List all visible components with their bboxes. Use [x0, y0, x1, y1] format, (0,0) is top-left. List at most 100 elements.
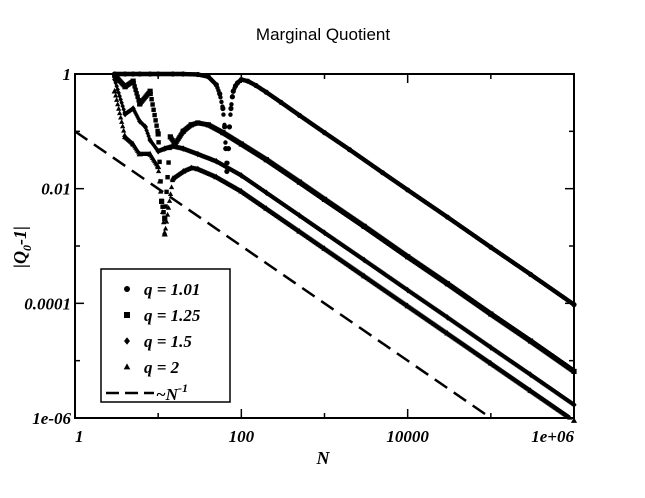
data-point	[570, 417, 578, 423]
legend-label: q = 1.5	[144, 332, 192, 351]
dense-point	[135, 94, 140, 99]
dense-point	[158, 199, 165, 204]
dense-point	[147, 136, 152, 142]
dense-point	[115, 86, 120, 93]
dense-point	[117, 110, 123, 116]
dense-point	[152, 112, 157, 118]
dense-point	[142, 123, 147, 129]
dense-point	[146, 133, 151, 139]
series-3	[112, 76, 577, 409]
legend-marker	[124, 286, 130, 292]
dense-point	[116, 90, 121, 96]
dense-point	[134, 112, 139, 119]
dense-point	[164, 189, 169, 195]
dense-point	[113, 92, 119, 98]
dense-point	[154, 123, 159, 128]
dense-point	[114, 83, 119, 89]
dense-point	[116, 105, 122, 111]
dense-point	[229, 102, 234, 107]
axis-ticks: 1 100 10000 1e+06 1e-06 0.0001 0.01 1	[24, 65, 575, 446]
dense-point	[133, 110, 138, 117]
dense-point	[160, 204, 165, 209]
dense-point	[119, 119, 125, 124]
legend-marker	[123, 363, 131, 370]
dense-point	[218, 95, 223, 100]
dense-point	[166, 198, 173, 203]
x-tick-label: 1e+06	[531, 427, 574, 446]
dense-point	[118, 96, 123, 103]
dense-point	[120, 123, 126, 129]
dense-point	[162, 215, 167, 220]
dense-point	[131, 80, 136, 86]
dense-point	[168, 184, 175, 190]
legend-marker	[124, 312, 130, 318]
dense-point	[132, 84, 137, 89]
x-tick-label: 1	[75, 427, 84, 446]
legend-label: ~N-1	[156, 381, 188, 404]
x-tick-label: 10000	[386, 427, 429, 446]
legend-label: q = 1.25	[144, 306, 201, 325]
dense-point	[131, 106, 136, 113]
dense-point	[134, 91, 139, 96]
legend: q = 1.01 q = 1.25 q = 1.5 q = 2 ~N-1	[100, 268, 231, 404]
dense-point	[114, 97, 120, 102]
dense-point	[135, 114, 140, 120]
dense-point	[223, 140, 228, 145]
dense-point	[145, 130, 150, 137]
dense-point	[159, 209, 166, 215]
dense-point	[153, 118, 158, 123]
dense-point	[165, 205, 172, 210]
dense-point	[164, 211, 171, 217]
dense-point	[163, 218, 170, 224]
dense-point	[155, 168, 162, 174]
dense-point	[162, 225, 169, 231]
dense-point	[222, 122, 227, 128]
series-5	[74, 130, 492, 420]
series-2	[112, 72, 577, 374]
dense-point	[221, 112, 226, 117]
dense-point	[163, 204, 168, 209]
dense-point	[150, 102, 155, 107]
dense-point	[227, 124, 232, 130]
y-tick-label: 1e-06	[32, 409, 71, 428]
dense-point	[220, 104, 225, 109]
y-tick-label: 0.01	[41, 180, 71, 199]
dense-point	[167, 191, 174, 196]
dense-point	[161, 229, 168, 235]
legend-marker	[124, 337, 130, 345]
legend-box	[100, 268, 231, 403]
dense-point	[230, 94, 235, 99]
dense-point	[133, 87, 138, 93]
dense-point	[118, 114, 124, 120]
dense-point	[154, 163, 161, 168]
y-tick-label: 0.0001	[24, 294, 71, 313]
x-axis-label: N	[316, 448, 331, 468]
dense-point	[228, 112, 233, 117]
dense-point	[121, 127, 127, 133]
dense-point	[155, 128, 160, 134]
dense-point	[112, 88, 118, 94]
dense-point	[151, 107, 156, 112]
dense-point	[166, 160, 171, 165]
dense-point	[132, 108, 137, 115]
y-axis-label: |Q0-1|	[10, 226, 34, 268]
dense-point	[144, 127, 149, 134]
dense-point	[115, 101, 121, 107]
dense-point	[219, 99, 224, 105]
dense-point	[225, 160, 230, 166]
legend-label: q = 1.01	[144, 280, 200, 299]
chart-title: Marginal Quotient	[256, 25, 390, 44]
series-4	[111, 87, 578, 423]
data-point	[228, 105, 234, 112]
data-point	[155, 131, 161, 137]
dense-point	[156, 140, 161, 145]
dense-point	[226, 146, 231, 151]
dense-point	[136, 98, 141, 103]
y-tick-label: 1	[63, 65, 72, 84]
dense-point	[149, 96, 154, 102]
dense-point	[156, 178, 163, 184]
dense-point	[165, 174, 170, 180]
dense-point	[157, 159, 162, 165]
dense-point	[117, 93, 122, 99]
